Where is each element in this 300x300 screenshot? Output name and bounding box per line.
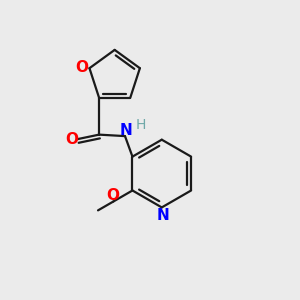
Text: O: O: [76, 60, 88, 75]
Text: N: N: [157, 208, 169, 223]
Text: H: H: [135, 118, 146, 132]
Text: O: O: [65, 132, 79, 147]
Text: N: N: [119, 123, 132, 138]
Text: O: O: [106, 188, 119, 202]
